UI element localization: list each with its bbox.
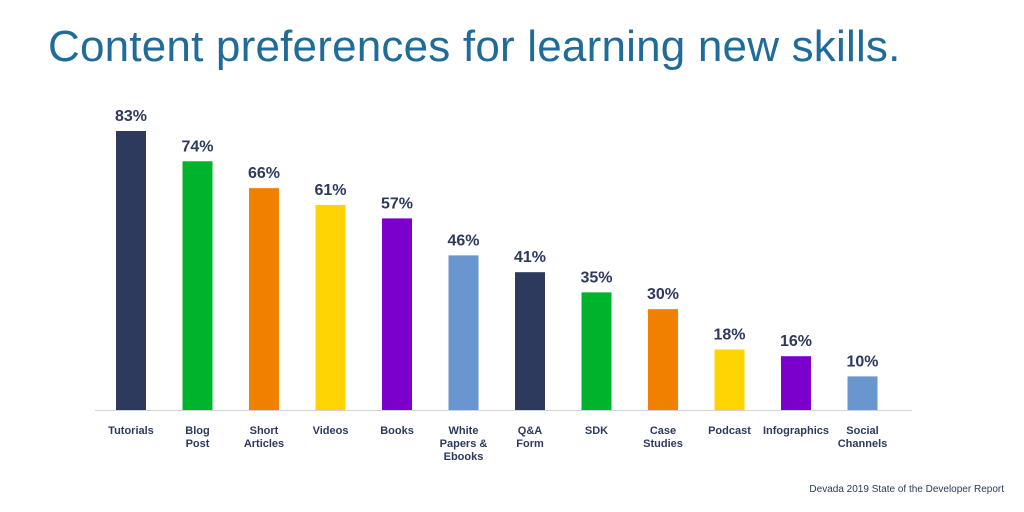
bar-8	[648, 309, 678, 410]
category-label-line: Podcast	[708, 425, 751, 437]
bars-group	[116, 131, 878, 410]
category-label-line: Tutorials	[108, 425, 154, 437]
value-label-8: 30%	[647, 286, 679, 303]
category-label-6: Q&A Form	[516, 425, 544, 450]
category-label-line: Infographics	[763, 425, 829, 437]
value-label-11: 10%	[846, 353, 878, 370]
category-label-8: Case Studies	[643, 425, 683, 450]
category-label-line: SDK	[585, 425, 608, 437]
category-label-10: Infographics	[763, 425, 829, 437]
value-label-9: 18%	[713, 326, 745, 343]
category-label-line: White	[449, 425, 479, 437]
bar-9	[714, 349, 745, 410]
category-label-4: Books	[380, 425, 414, 437]
category-label-9: Podcast	[708, 425, 751, 437]
category-label-line: Ebooks	[444, 451, 484, 463]
category-label-3: Videos	[313, 425, 349, 437]
category-label-7: SDK	[585, 425, 608, 437]
bar-6	[515, 272, 545, 410]
category-label-line: Books	[380, 425, 414, 437]
chart-title: Content preferences for learning new ski…	[48, 22, 901, 71]
category-labels-group: Tutorials Blog Post Short Articles Videos Book…	[108, 425, 887, 463]
bar-4	[382, 218, 412, 410]
category-label-line: Blog	[185, 425, 209, 437]
category-label-line: Short	[250, 425, 279, 437]
source-note: Devada 2019 State of the Developer Repor…	[809, 484, 1004, 495]
value-label-0: 83%	[115, 108, 147, 125]
category-label-1: Blog Post	[185, 425, 209, 450]
bar-3	[315, 204, 346, 410]
value-label-1: 74%	[181, 138, 213, 155]
category-label-line: Papers &	[440, 438, 488, 450]
bar-11	[847, 376, 878, 410]
bar-0	[116, 131, 146, 410]
category-label-0: Tutorials	[108, 425, 154, 437]
value-label-4: 57%	[381, 195, 413, 212]
bar-7	[581, 292, 612, 410]
value-label-2: 66%	[248, 165, 280, 182]
category-label-2: Short Articles	[244, 425, 284, 450]
value-label-3: 61%	[314, 182, 346, 199]
category-label-line: Studies	[643, 438, 683, 450]
category-label-11: Social Channels	[838, 425, 888, 450]
value-labels-group: 83% 74% 66% 61% 57% 46% 41% 35% 30% 18% 16% 10%	[115, 108, 879, 370]
category-label-line: Channels	[838, 438, 888, 450]
category-label-5: White Papers & Ebooks	[440, 425, 488, 463]
category-label-line: Articles	[244, 438, 284, 450]
category-label-line: Case	[650, 425, 676, 437]
category-label-line: Post	[186, 438, 210, 450]
category-label-line: Videos	[313, 425, 349, 437]
value-label-6: 41%	[514, 249, 546, 266]
bar-1	[182, 161, 213, 410]
category-label-line: Q&A	[518, 425, 543, 437]
bar-2	[249, 188, 279, 410]
category-label-line: Social	[846, 425, 878, 437]
value-label-10: 16%	[780, 333, 812, 350]
value-label-7: 35%	[580, 269, 612, 286]
category-label-line: Form	[516, 438, 544, 450]
bar-5	[448, 255, 479, 410]
value-label-5: 46%	[447, 232, 479, 249]
bar-10	[781, 356, 811, 410]
